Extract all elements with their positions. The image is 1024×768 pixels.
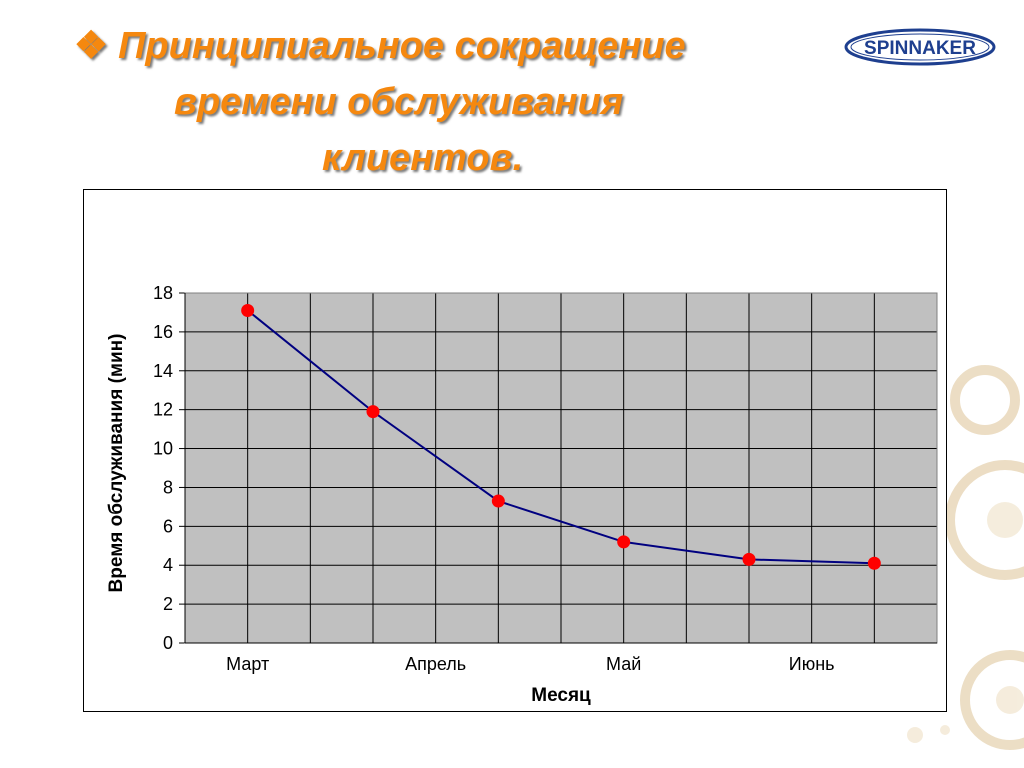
y-tick-label: 2: [163, 594, 173, 614]
title-line-2: времени обслуживания: [174, 81, 624, 123]
y-tick-label: 12: [153, 400, 173, 420]
title-line-1-text: Принципиальное сокращение: [118, 25, 686, 67]
spinnaker-logo: SPINNAKER: [844, 28, 996, 66]
y-tick-label: 16: [153, 322, 173, 342]
chart-container: 0 2 4 6 8 10 12 14 16 18 Март Апрель Май Июнь Месяц Вре…: [83, 189, 947, 712]
data-point: [491, 494, 505, 508]
x-tick-label: Апрель: [405, 654, 466, 674]
data-point: [241, 304, 255, 317]
data-point: [617, 535, 631, 549]
data-point: [366, 405, 380, 419]
title-line-1: ❖ Принципиальное сокращение: [74, 22, 686, 70]
y-tick-label: 8: [163, 477, 173, 497]
series-line: [247, 309, 875, 565]
svg-text:SPINNAKER: SPINNAKER: [864, 38, 976, 59]
x-axis-title: Месяц: [531, 685, 591, 706]
x-tick-label: Май: [606, 654, 641, 674]
y-axis-title: Время обслуживания (мин): [106, 334, 127, 593]
x-tick-label: Июнь: [789, 654, 835, 674]
y-tick-label: 14: [153, 361, 173, 381]
line-chart: 0 2 4 6 8 10 12 14 16 18 Март Апрель Май Июнь Месяц Вре…: [106, 283, 938, 706]
y-tick-label: 0: [163, 633, 173, 653]
y-tick-label: 4: [163, 555, 173, 575]
y-tick-label: 18: [153, 283, 173, 303]
title-line-3: клиентов.: [322, 137, 524, 179]
diamond-bullet-icon: ❖: [74, 25, 109, 67]
x-tick-label: Март: [226, 654, 269, 674]
y-tick-label: 10: [153, 439, 173, 459]
y-tick-label: 6: [163, 516, 173, 536]
data-point: [742, 552, 756, 566]
data-point: [867, 556, 881, 570]
